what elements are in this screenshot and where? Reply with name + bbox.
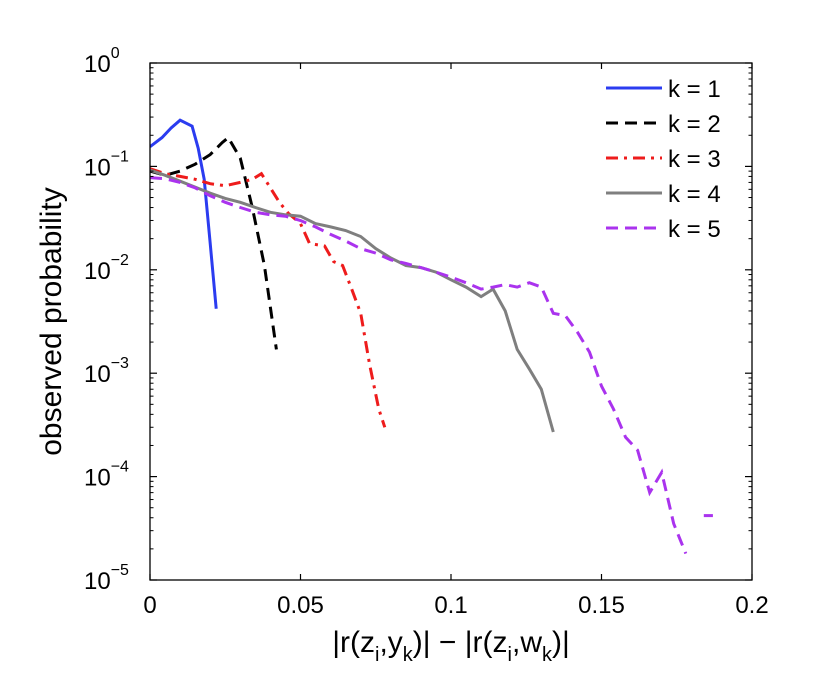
y-axis-title: observed probability [35,187,68,456]
y-tick-label: 10−2 [84,252,129,285]
y-tick-label: 10−5 [84,562,129,595]
x-tick-label: 0.1 [434,592,467,619]
y-tick-label: 10−4 [84,459,129,492]
legend: k = 1 k = 2 k = 3 k = 4 k = 5 [606,76,721,243]
series-line [150,118,218,309]
x-tick-label: 0.05 [277,592,324,619]
legend-label: k = 4 [668,181,721,208]
y-tick-label: 10−1 [84,148,129,181]
series-line [150,167,387,428]
legend-label: k = 1 [668,76,721,103]
series-line [150,168,555,433]
legend-label: k = 2 [668,111,721,138]
x-tick-label: 0 [143,592,156,619]
y-tick-label: 10−3 [84,355,129,388]
y-ticks: 100 10−1 10−2 10−3 10−4 10−5 [84,45,752,595]
x-tick-label: 0.15 [578,592,625,619]
series-line [150,135,278,350]
x-axis-title: |r(zi,yk)| − |r(zi,wk)| [332,626,570,666]
legend-label: k = 5 [668,216,721,243]
x-tick-label: 0.2 [735,592,768,619]
series-line [150,176,688,555]
axes-box [149,62,753,581]
x-ticks: 0 0.05 0.1 0.15 0.2 [143,63,769,619]
y-tick-label: 100 [84,45,120,78]
legend-label: k = 3 [668,146,721,173]
series-layer [150,118,713,555]
